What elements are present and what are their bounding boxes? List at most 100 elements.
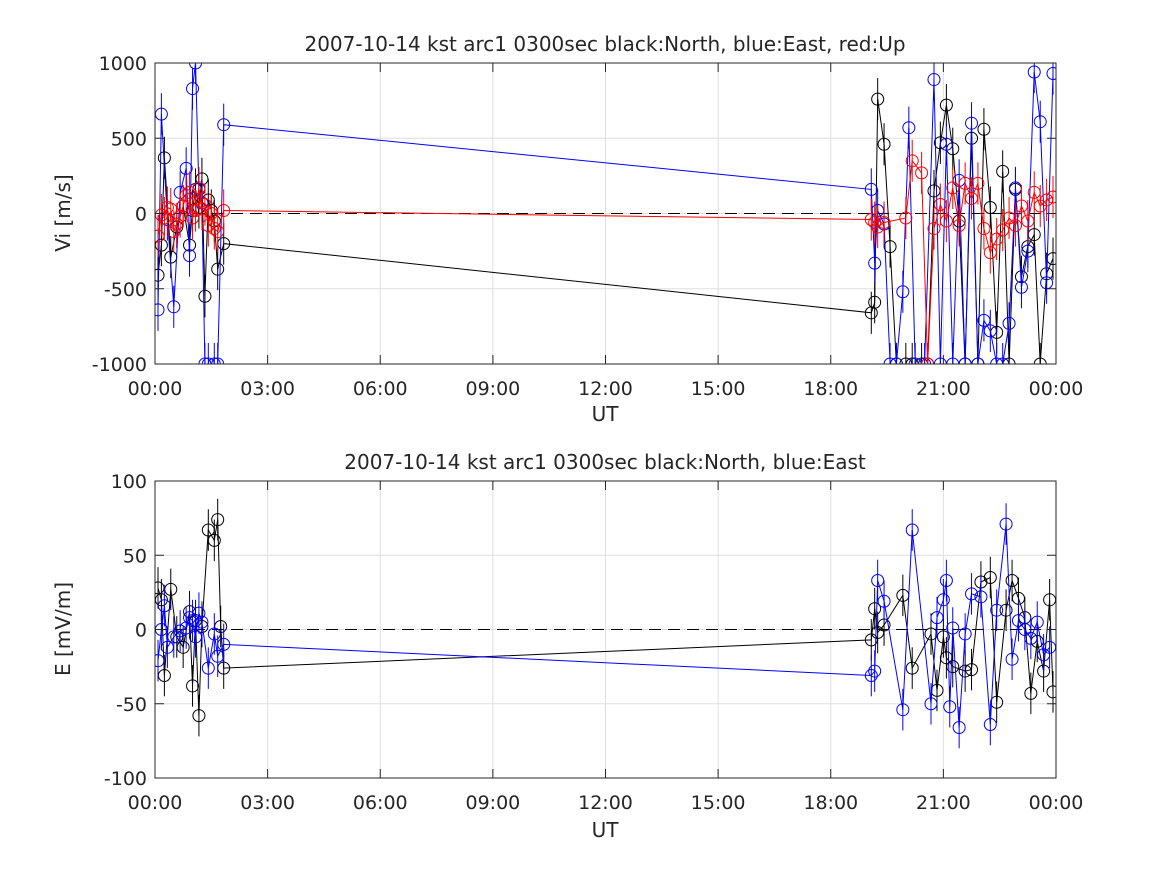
efield-east-point bbox=[207, 627, 221, 641]
velocity-east-point bbox=[971, 357, 985, 364]
velocity-up-point bbox=[915, 166, 929, 180]
x-tick-label: 00:00 bbox=[1029, 792, 1084, 814]
x-tick-label: 00:00 bbox=[1029, 378, 1084, 400]
velocity-east-point bbox=[179, 161, 193, 175]
efield-north-point bbox=[983, 571, 997, 585]
velocity-up-point bbox=[905, 154, 919, 168]
velocity-up-point bbox=[179, 188, 193, 202]
efield-east-point bbox=[217, 637, 231, 651]
velocity-ticks: 00:00 03:00 06:00 09:00 12:00 15:00 18:00 21:00… bbox=[92, 53, 1084, 400]
velocity-east-point bbox=[946, 357, 960, 364]
velocity-north-point bbox=[883, 240, 897, 254]
velocity-north-point bbox=[211, 262, 225, 276]
velocity-east-point bbox=[965, 116, 979, 130]
y-tick-label: 0 bbox=[135, 620, 147, 642]
velocity-east-point bbox=[201, 357, 215, 364]
velocity-east-point bbox=[958, 357, 972, 364]
velocity-east-point bbox=[1021, 244, 1035, 258]
y-tick-label: -1000 bbox=[92, 354, 147, 376]
velocity-east-point bbox=[1027, 65, 1041, 79]
velocity-east-point bbox=[186, 82, 200, 96]
y-tick-label: 1000 bbox=[99, 53, 147, 75]
y-tick-label: -50 bbox=[116, 694, 147, 716]
velocity-north-point bbox=[899, 357, 913, 364]
velocity-east-point bbox=[902, 121, 916, 135]
velocity-y-axis-label: Vi [m/s] bbox=[51, 174, 75, 251]
velocity-east-point bbox=[1046, 67, 1056, 81]
velocity-north-point bbox=[868, 295, 882, 309]
efield-east-point bbox=[1030, 615, 1044, 629]
velocity-up-point bbox=[1021, 214, 1035, 228]
velocity-north-point bbox=[996, 164, 1010, 178]
y-tick-label: 0 bbox=[135, 204, 147, 226]
velocity-east-point bbox=[939, 137, 953, 151]
velocity-east-point bbox=[155, 303, 165, 317]
efield-north-point bbox=[192, 709, 206, 723]
x-tick-label: 03:00 bbox=[240, 792, 295, 814]
velocity-east-point bbox=[1014, 280, 1028, 294]
x-tick-label: 06:00 bbox=[353, 792, 408, 814]
efield-y-axis-label: E [mV/m] bbox=[51, 582, 75, 676]
efield-east-point bbox=[965, 587, 979, 601]
efield-east-point bbox=[974, 590, 988, 604]
efield-east-point bbox=[1005, 652, 1019, 666]
velocity-north-point bbox=[939, 98, 953, 112]
velocity-up-point bbox=[971, 176, 985, 190]
velocity-up-point bbox=[927, 222, 941, 236]
efield-east-point bbox=[999, 517, 1013, 531]
efield-east-point bbox=[896, 703, 910, 717]
efield-east-point bbox=[952, 721, 966, 735]
efield-east-point bbox=[877, 594, 891, 608]
velocity-up-point bbox=[186, 211, 200, 225]
velocity-east-point bbox=[1002, 316, 1016, 330]
x-tick-label: 21:00 bbox=[916, 378, 971, 400]
velocity-up-point bbox=[868, 216, 882, 230]
efield-east-point bbox=[958, 627, 972, 641]
velocity-east-point bbox=[183, 249, 197, 263]
velocity-east-point bbox=[918, 357, 932, 364]
velocity-chart-title: 2007-10-14 kst arc1 0300sec black:North,… bbox=[304, 32, 905, 56]
efield-east-point bbox=[155, 654, 165, 668]
efield-east-point bbox=[157, 599, 171, 613]
efield-north-point bbox=[868, 602, 882, 616]
efield-north-point bbox=[946, 660, 960, 674]
efield-north-point bbox=[1024, 686, 1038, 700]
velocity-east-point bbox=[927, 73, 941, 87]
y-tick-label: 100 bbox=[111, 471, 147, 493]
velocity-north-point bbox=[877, 137, 891, 151]
x-tick-label: 18:00 bbox=[803, 378, 858, 400]
velocity-north-point bbox=[905, 357, 919, 364]
x-tick-label: 21:00 bbox=[916, 792, 971, 814]
efield-east-point bbox=[195, 615, 209, 629]
velocity-north-point bbox=[977, 122, 991, 136]
efield-east-point bbox=[936, 593, 950, 607]
efield-north-point bbox=[176, 640, 190, 654]
efield-panel: 00:00 03:00 06:00 09:00 12:00 15:00 18:00 21:00… bbox=[51, 450, 1083, 842]
efield-north-point bbox=[211, 513, 225, 527]
x-tick-label: 15:00 bbox=[691, 792, 746, 814]
velocity-up-point bbox=[952, 219, 966, 233]
efield-north-point bbox=[207, 533, 221, 547]
velocity-east-point bbox=[1040, 276, 1054, 290]
velocity-east-point bbox=[211, 357, 225, 364]
efield-east-point bbox=[939, 573, 953, 587]
efield-east-point bbox=[905, 523, 919, 537]
velocity-east-point bbox=[996, 357, 1010, 364]
efield-east-point bbox=[946, 621, 960, 635]
efield-north-point bbox=[990, 695, 1004, 709]
efield-east-point bbox=[943, 700, 957, 714]
efield-north-point bbox=[186, 679, 200, 693]
velocity-east-point bbox=[198, 357, 212, 364]
efield-north-point bbox=[905, 661, 919, 675]
velocity-panel: 00:00 03:00 06:00 09:00 12:00 15:00 18:00 21:00… bbox=[51, 32, 1083, 426]
efield-east-line bbox=[157, 524, 1050, 728]
velocity-up-point bbox=[1046, 190, 1056, 204]
x-tick-label: 00:00 bbox=[128, 378, 183, 400]
x-tick-label: 12:00 bbox=[578, 378, 633, 400]
efield-east-point bbox=[192, 606, 206, 620]
efield-east-point bbox=[983, 718, 997, 732]
velocity-up-point bbox=[939, 214, 953, 228]
velocity-north-point bbox=[198, 289, 212, 303]
velocity-up-point bbox=[899, 211, 913, 225]
velocity-x-axis-label: UT bbox=[592, 402, 620, 426]
